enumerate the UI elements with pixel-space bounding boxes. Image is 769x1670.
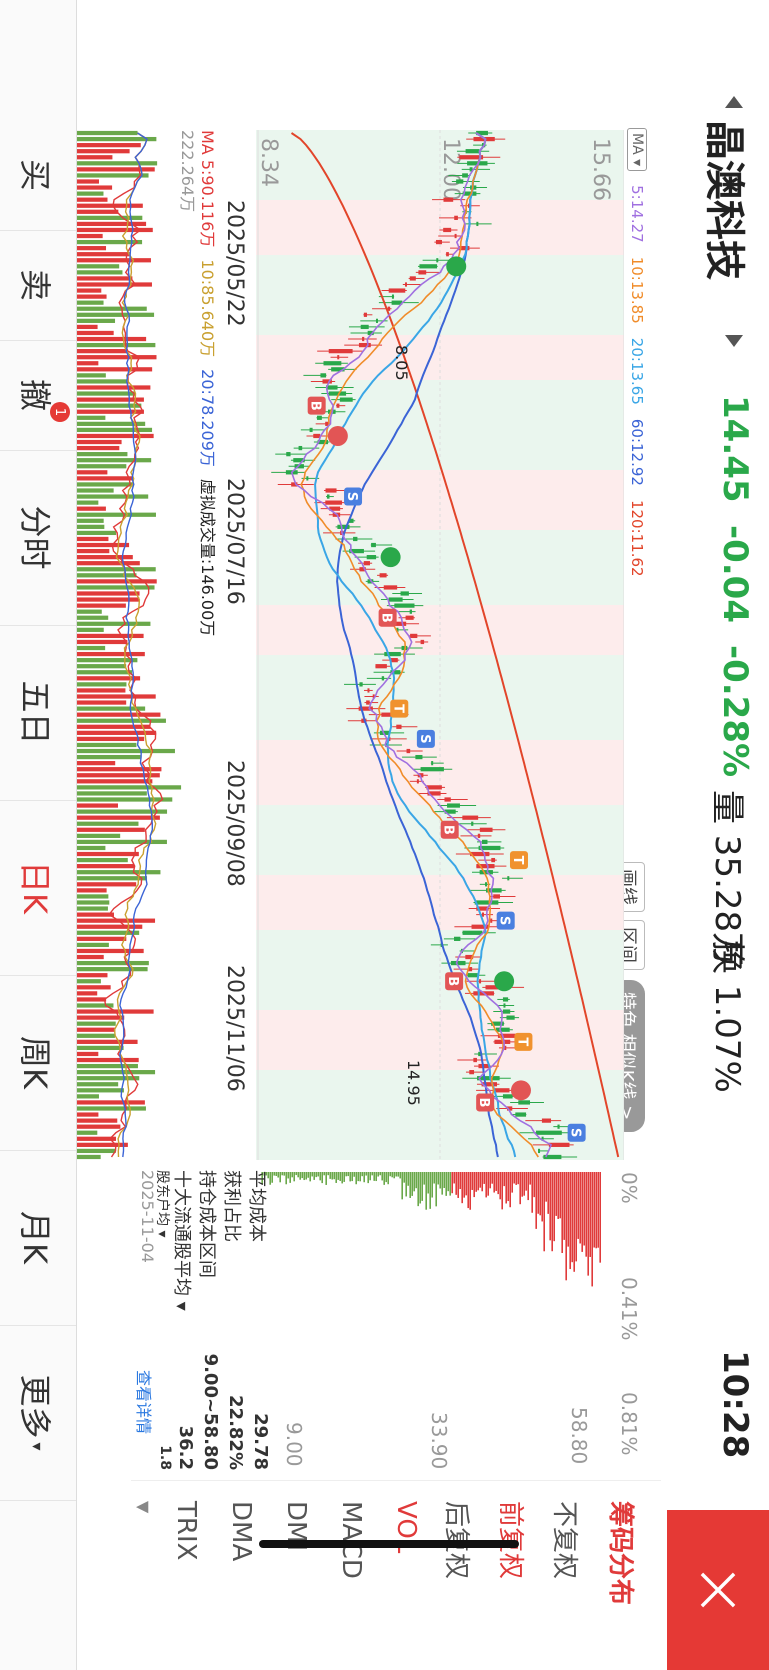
tab-daily-k[interactable]: 日K — [0, 800, 76, 976]
tab-weekly-k[interactable]: 周K — [0, 975, 76, 1151]
prev-stock-icon[interactable] — [725, 96, 743, 108]
next-stock-icon[interactable] — [725, 335, 743, 347]
chip-date: 2025-11-04 — [138, 1170, 157, 1263]
chip-pct-0: 0% — [617, 1172, 641, 1204]
tab-intraday[interactable]: 分时 — [0, 450, 76, 626]
close-button[interactable] — [667, 1510, 769, 1670]
vol-ma20-line — [119, 132, 153, 1158]
stock-name[interactable]: 晶澳科技 — [701, 120, 747, 280]
tab-buy[interactable]: 买 — [0, 120, 76, 231]
svg-text:B: B — [441, 825, 456, 835]
chip-distribution-title[interactable]: 筹码分布 — [605, 1501, 635, 1606]
menu-dma[interactable]: DMA — [226, 1501, 256, 1562]
indicator-menu: 筹码分布 不复权 前复权 后复权 VOL MACD DMI DMA TRIX ▼ — [131, 1480, 661, 1651]
svg-text:T: T — [510, 856, 525, 865]
view-details-link[interactable]: 查看详情 — [134, 1370, 153, 1435]
ma60-value: 60:12.92 — [628, 418, 646, 486]
ma10-value: 10:13.85 — [628, 256, 646, 324]
menu-more-icon[interactable]: ▼ — [134, 1501, 153, 1514]
y-axis-mid: 12.00 — [438, 138, 463, 201]
kline-chart[interactable]: 15.66 12.00 8.34 B S B T S B T S B T B S 8.05 14.95 — [256, 130, 624, 1160]
cost-range-row: 持仓成本区间 9.00~58.80 — [196, 1170, 221, 1470]
svg-text:S: S — [497, 916, 512, 925]
chevron-down-icon: ▾ — [28, 1442, 47, 1451]
ma120-line — [290, 132, 620, 1158]
tab-monthly-k[interactable]: 月K — [0, 1150, 76, 1326]
close-icon — [700, 1572, 736, 1608]
chip-pct-2: 0.81% — [617, 1392, 641, 1456]
quote-header: 晶澳科技 14.45 -0.04 -0.28% 量 35.28万 换 1.07%… — [661, 0, 769, 1670]
tab-sell[interactable]: 卖 — [0, 230, 76, 341]
svg-text:B: B — [308, 401, 323, 411]
date-label-1: 2025/05/22 — [222, 200, 247, 327]
signal-markers: B S B T S B T S B T B S — [307, 256, 586, 1142]
ma5-line — [290, 132, 553, 1158]
y-axis-low: 8.34 — [256, 138, 281, 187]
svg-text:S: S — [568, 1128, 583, 1137]
svg-text:T: T — [390, 704, 405, 713]
price-change-pct: -0.28% — [715, 645, 755, 778]
date-label-3: 2025/09/08 — [222, 760, 247, 887]
menu-trix[interactable]: TRIX — [171, 1501, 201, 1561]
svg-text:T: T — [514, 1037, 529, 1046]
turnover-rate: 换 1.07% — [707, 940, 747, 1093]
chip-histogram — [261, 1172, 601, 1287]
chip-pct-1: 0.41% — [617, 1277, 641, 1341]
svg-text:B: B — [476, 1097, 491, 1107]
clock-time: 10:28 — [715, 1350, 755, 1459]
vol-ma10-line — [113, 132, 157, 1158]
svg-text:B: B — [379, 613, 394, 623]
svg-text:B: B — [445, 976, 460, 986]
vol-ma20: 20:78.209万 — [198, 369, 217, 467]
home-indicator — [259, 1540, 519, 1548]
volume-bars — [77, 130, 182, 1160]
tab-cancel[interactable]: 撤 1 — [0, 340, 76, 451]
ma20-line — [314, 132, 517, 1158]
tab-more[interactable]: 更多 ▾ — [0, 1325, 76, 1501]
date-label-4: 2025/11/06 — [222, 965, 247, 1092]
price-change: -0.04 — [715, 525, 755, 623]
vol-ma10: 10:85.640万 — [198, 259, 217, 358]
chip-distribution-panel: 0% 0.41% 0.81% 58.80 33.90 9.00 — [241, 1172, 641, 1469]
ma10-line — [300, 132, 539, 1158]
high-annotation: 14.95 — [404, 1060, 423, 1106]
bottom-tab-bar: 买 卖 撤 1 分时 五日 日K 周K 月K 更多 ▾ — [0, 0, 77, 1670]
ma120-value: 120:11.62 — [628, 499, 646, 577]
menu-no-adjust[interactable]: 不复权 — [549, 1501, 579, 1580]
current-price: 14.45 — [715, 395, 755, 503]
svg-text:S: S — [344, 492, 359, 501]
top10-row[interactable]: 十大流通股平均 ▾ 36.2 — [171, 1170, 196, 1470]
tab-five-day[interactable]: 五日 — [0, 625, 76, 801]
y-axis-top: 15.66 — [588, 138, 613, 201]
background-bands — [256, 130, 624, 1160]
ma5-value: 5:14.27 — [628, 185, 646, 243]
ma20-value: 20:13.65 — [628, 337, 646, 405]
cancel-badge: 1 — [50, 402, 70, 422]
svg-text:S: S — [417, 734, 432, 743]
volume-chart[interactable] — [77, 130, 189, 1160]
low-annotation: 8.05 — [392, 345, 411, 381]
ma-selector[interactable]: MA ▾ — [627, 128, 647, 172]
avg-cost-row: 平均成本 29.78 — [246, 1170, 271, 1470]
profit-row: 获利占比 22.82% — [221, 1170, 246, 1470]
date-label-2: 2025/07/16 — [222, 478, 247, 605]
ma-legend: MA ▾ 5:14.27 10:13.85 20:13.65 60:12.92 … — [627, 128, 647, 577]
vol-virtual: 虚拟成交量:146.00万 — [198, 478, 217, 637]
